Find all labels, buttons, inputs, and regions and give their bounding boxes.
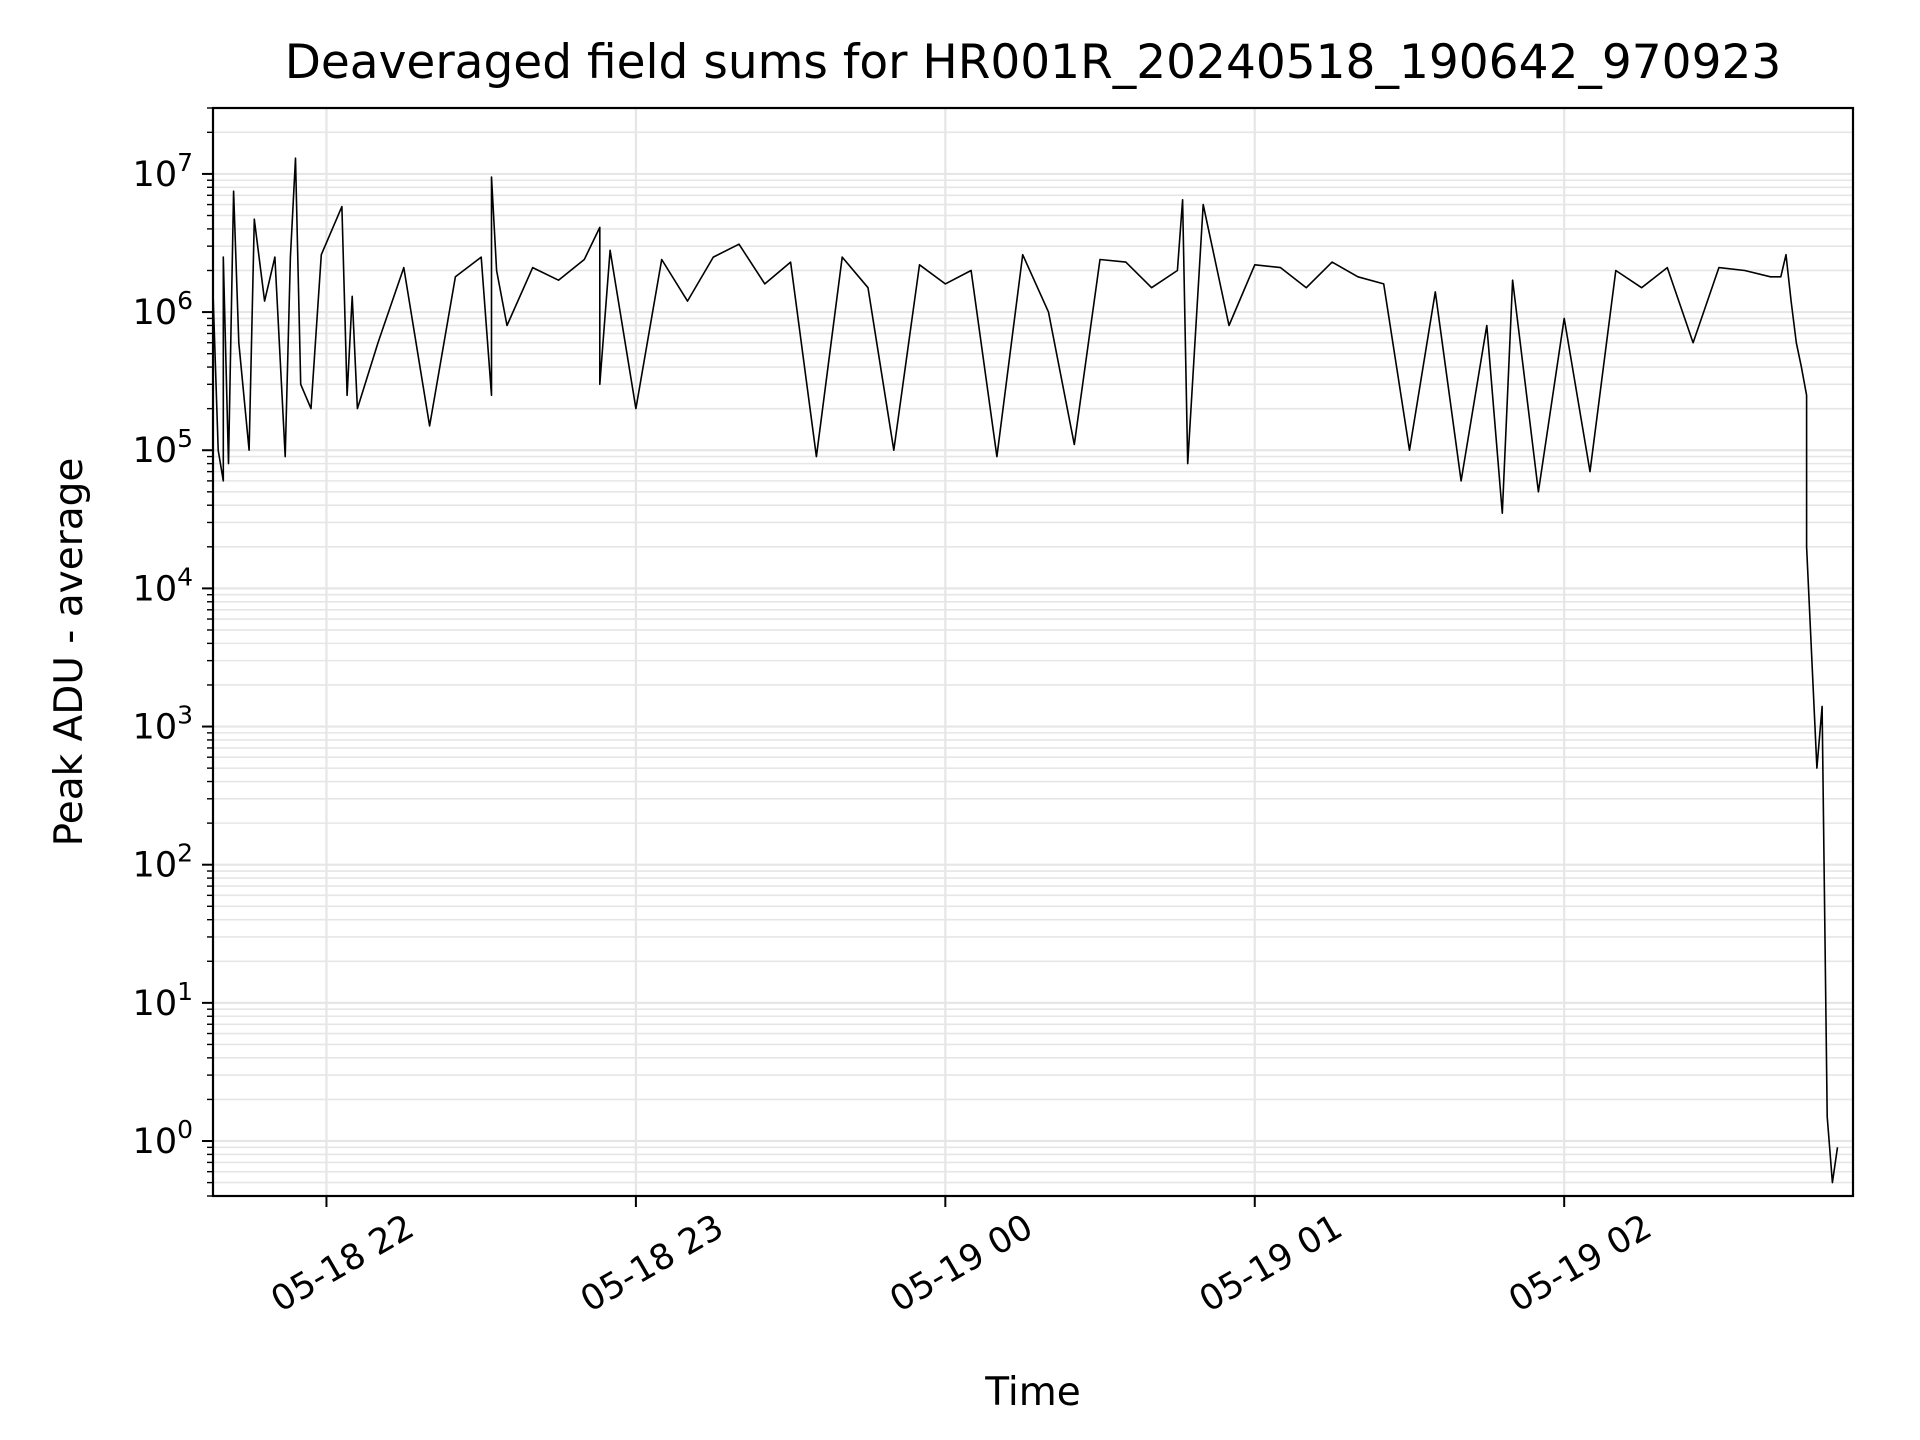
y-tick-label: 103 (133, 701, 193, 748)
y-tick-label: 105 (133, 424, 193, 471)
series-line (212, 157, 1839, 1184)
y-tick-label: 100 (133, 1115, 193, 1162)
y-tick-label: 102 (133, 839, 193, 886)
plot-area (211, 106, 1855, 1198)
chart-title: Deaveraged field sums for HR001R_2024051… (285, 35, 1782, 90)
y-tick-label: 101 (133, 977, 193, 1024)
plot-frame (211, 106, 1855, 1198)
y-axis: 100 101 102 103 104 105 106 107 (133, 107, 213, 1197)
grid (213, 107, 1853, 1197)
y-axis-label: Peak ADU - average (47, 458, 92, 847)
y-tick-label: 104 (133, 562, 193, 609)
series-group (212, 157, 1839, 1184)
y-tick-label: 107 (133, 148, 193, 195)
x-axis-label: Time (984, 1370, 1080, 1415)
y-tick-label: 106 (133, 286, 193, 333)
